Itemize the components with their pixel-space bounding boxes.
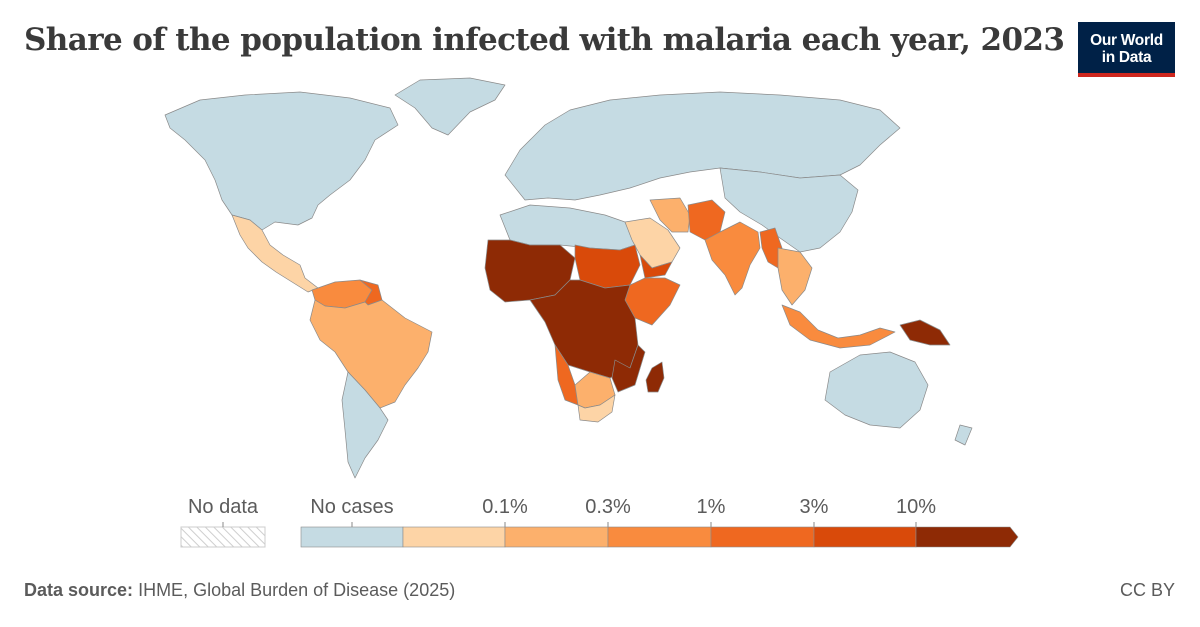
logo-line-1: Our World bbox=[1090, 32, 1163, 49]
region-east-asia[interactable] bbox=[719, 167, 859, 253]
region-new-zealand[interactable] bbox=[954, 424, 973, 446]
region-south-africa[interactable] bbox=[577, 394, 616, 423]
data-source-label: Data source: bbox=[24, 580, 134, 600]
region-mexico-central-america[interactable] bbox=[231, 214, 319, 293]
region-yemen[interactable] bbox=[639, 254, 673, 279]
logo-line-2: in Data bbox=[1101, 49, 1152, 66]
owid-logo[interactable]: Our World in Data bbox=[1078, 22, 1175, 77]
region-indonesia[interactable] bbox=[781, 304, 896, 349]
region-madagascar[interactable] bbox=[645, 361, 665, 393]
data-source: Data source: IHME, Global Burden of Dise… bbox=[24, 580, 455, 601]
data-source-text[interactable]: IHME, Global Burden of Disease (2025) bbox=[138, 580, 456, 600]
region-southeast-asia[interactable] bbox=[777, 247, 813, 306]
region-australia[interactable] bbox=[824, 351, 929, 429]
region-north-america[interactable] bbox=[164, 91, 399, 231]
license[interactable]: CC BY bbox=[1119, 580, 1175, 600]
region-southern-south-america[interactable] bbox=[341, 371, 389, 479]
region-greenland[interactable] bbox=[394, 77, 506, 136]
region-brazil-andes[interactable] bbox=[309, 299, 433, 409]
region-europe-russia[interactable] bbox=[504, 91, 901, 201]
region-mozambique[interactable] bbox=[611, 344, 646, 393]
region-india[interactable] bbox=[704, 221, 761, 296]
chart-title: Share of the population infected with ma… bbox=[24, 22, 1065, 58]
region-sudan[interactable] bbox=[574, 244, 641, 289]
region-iran[interactable] bbox=[649, 197, 691, 233]
region-papua-new-guinea[interactable] bbox=[899, 319, 951, 346]
